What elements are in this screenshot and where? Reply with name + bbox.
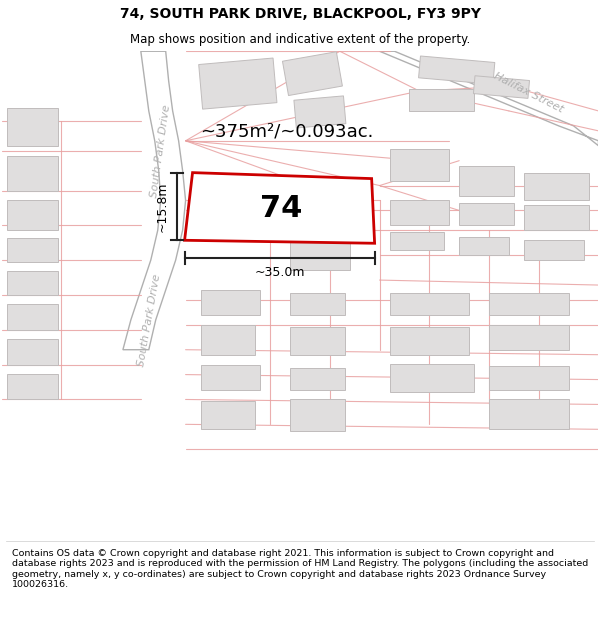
Bar xyxy=(290,327,345,355)
Bar xyxy=(389,364,474,391)
Bar xyxy=(389,201,449,226)
Bar xyxy=(7,339,58,364)
Bar xyxy=(200,325,255,355)
Bar xyxy=(290,399,345,431)
Bar xyxy=(200,401,255,429)
Bar xyxy=(389,293,469,315)
Bar xyxy=(290,202,370,231)
Bar xyxy=(489,325,569,350)
Bar xyxy=(7,374,58,399)
Bar xyxy=(389,327,469,355)
Polygon shape xyxy=(283,52,343,96)
Bar xyxy=(290,293,345,315)
Text: Contains OS data © Crown copyright and database right 2021. This information is : Contains OS data © Crown copyright and d… xyxy=(12,549,588,589)
Bar xyxy=(7,238,58,262)
Bar xyxy=(200,364,260,389)
Bar xyxy=(489,366,569,389)
Text: South Park Drive: South Park Drive xyxy=(136,272,162,367)
Polygon shape xyxy=(199,58,277,109)
Text: Map shows position and indicative extent of the property.: Map shows position and indicative extent… xyxy=(130,34,470,46)
Text: 74: 74 xyxy=(260,194,302,223)
Bar xyxy=(7,271,58,295)
Text: ~375m²/~0.093ac.: ~375m²/~0.093ac. xyxy=(200,122,374,141)
Text: 74, SOUTH PARK DRIVE, BLACKPOOL, FY3 9PY: 74, SOUTH PARK DRIVE, BLACKPOOL, FY3 9PY xyxy=(119,8,481,21)
Bar xyxy=(459,238,509,255)
Bar xyxy=(524,206,589,231)
Bar xyxy=(7,156,58,191)
Bar xyxy=(7,108,58,146)
Bar xyxy=(459,166,514,196)
Polygon shape xyxy=(473,76,530,98)
Polygon shape xyxy=(419,56,495,84)
Bar xyxy=(409,89,474,111)
Bar xyxy=(7,304,58,330)
Bar xyxy=(290,240,350,270)
Bar xyxy=(290,368,345,389)
Text: Halifax Street: Halifax Street xyxy=(493,71,565,115)
Text: ~15.8m: ~15.8m xyxy=(155,181,169,232)
Bar xyxy=(524,173,589,201)
Polygon shape xyxy=(294,96,346,128)
Polygon shape xyxy=(123,51,185,350)
Bar xyxy=(389,149,449,181)
Bar xyxy=(489,399,569,429)
Text: ~35.0m: ~35.0m xyxy=(254,266,305,279)
Bar xyxy=(524,240,584,260)
Bar xyxy=(489,293,569,315)
Bar xyxy=(7,201,58,231)
Bar xyxy=(459,204,514,226)
Bar xyxy=(200,290,260,315)
Text: South Park Drive: South Park Drive xyxy=(149,104,172,198)
Polygon shape xyxy=(380,51,598,146)
Bar xyxy=(389,232,444,250)
Polygon shape xyxy=(185,173,374,243)
